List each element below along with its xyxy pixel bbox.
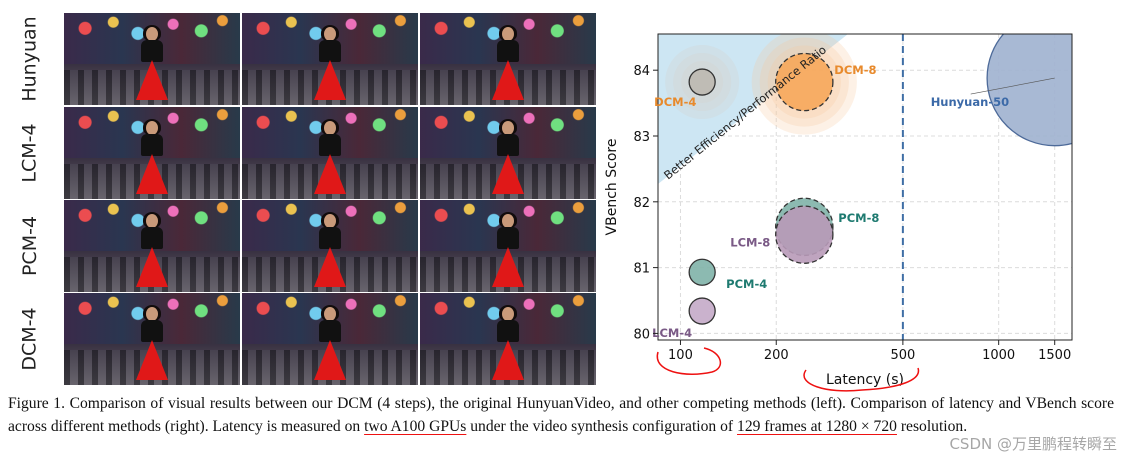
data-point-pcm-4 [688,258,716,286]
data-point-lcm-4 [688,297,716,325]
caption-text-3: resolution. [896,417,968,435]
data-point-dcm-4 [688,68,716,96]
video-frame [420,13,596,105]
x-tick-label: 100 [668,348,693,363]
point-label-hunyuan-50: Hunyuan-50 [931,95,1009,109]
woman-figure [132,119,172,199]
woman-figure [488,212,528,292]
point-label-pcm-8: PCM-8 [838,211,879,225]
handdrawn-underline-latency [803,367,920,392]
woman-figure [310,305,350,385]
label-leader [970,77,1055,95]
woman-figure [132,25,172,105]
row-label-dcm-4: DCM-4 [19,307,42,371]
watermark: CSDN @万里鹏程转瞬至 [949,435,1117,453]
data-point-dcm-8 [775,52,834,112]
caption-underlined-frames: 129 frames at 1280 × 720 [737,417,897,435]
latency-vbench-chart: Better Efficiency/Performance Ratio DCM-… [604,33,1073,392]
point-label-lcm-4: LCM-4 [652,326,692,340]
x-axis-label: Latency (s) [826,372,904,388]
video-frame [64,13,240,105]
video-frame [64,107,240,199]
video-frame [64,200,240,292]
plot-frame [657,33,1073,341]
row-label-pcm-4: PCM-4 [19,215,41,277]
video-frame [64,293,240,385]
woman-figure [310,119,350,199]
x-tick-label: 200 [764,348,789,363]
row-label-lcm-4: LCM-4 [18,123,41,183]
woman-figure [310,212,350,292]
x-tick-label: 1500 [1038,348,1071,363]
video-frame [420,107,596,199]
video-frame [242,13,418,105]
woman-figure [488,305,528,385]
woman-figure [488,119,528,199]
x-tick-label: 1000 [982,348,1015,363]
y-tick-label: 80 [633,327,650,342]
data-point-lcm-8 [775,205,834,264]
woman-figure [132,305,172,385]
y-axis-label: VBench Score [604,139,620,236]
point-label-pcm-4: PCM-4 [726,277,767,291]
woman-figure [310,25,350,105]
data-point-hunyuan-50 [986,34,1072,147]
video-comparison-grid: Hunyuan LCM-4 PCM-4 DCM-4 [0,0,600,390]
video-frame [242,293,418,385]
row-label-hunyuan: Hunyuan [19,16,41,102]
point-label-lcm-8: LCM-8 [730,236,770,250]
caption-text-2: under the video synthesis configuration … [466,417,738,435]
caption-text-1: Figure 1. Comparison of visual results b… [8,395,1114,435]
handdrawn-circle-100 [656,347,722,375]
y-tick-label: 81 [633,262,650,277]
y-tick-label: 84 [633,64,650,79]
y-tick-label: 83 [633,130,650,145]
video-frame [420,293,596,385]
figure-caption: Figure 1. Comparison of visual results b… [8,393,1114,438]
video-frame [242,107,418,199]
woman-figure [488,25,528,105]
caption-underlined-gpus: two A100 GPUs [364,417,467,435]
video-frame [420,200,596,292]
woman-figure [132,212,172,292]
point-label-dcm-8: DCM-8 [834,63,876,77]
video-frame [242,200,418,292]
point-label-dcm-4: DCM-4 [654,95,696,109]
y-tick-label: 82 [633,196,650,211]
x-tick-label: 500 [890,348,915,363]
